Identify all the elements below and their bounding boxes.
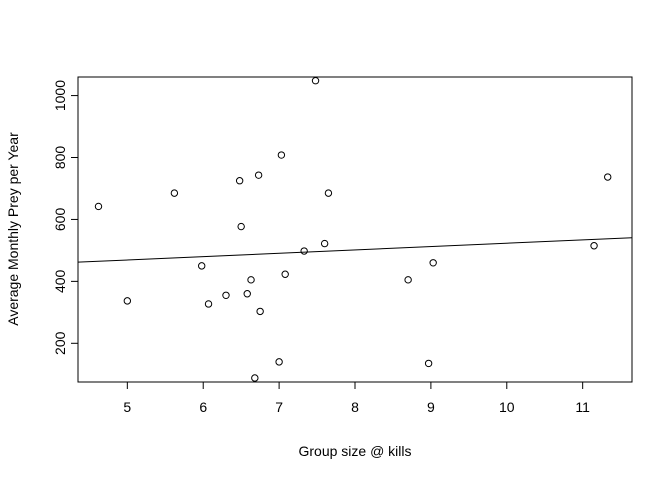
y-tick-label: 600 — [52, 208, 68, 232]
data-point — [243, 290, 251, 298]
data-point — [170, 189, 179, 197]
regression-line — [77, 237, 633, 263]
x-tick-label: 5 — [123, 399, 131, 415]
data-point — [254, 171, 263, 179]
data-point — [324, 189, 333, 197]
data-point — [204, 300, 213, 308]
data-point — [275, 358, 283, 366]
data-point — [281, 270, 289, 278]
y-axis: 200 400 600 800 1000 — [52, 80, 79, 355]
y-tick-label: 1000 — [52, 80, 68, 111]
data-point — [277, 151, 286, 159]
data-point — [247, 276, 255, 284]
data-point — [429, 259, 437, 267]
data-point — [424, 359, 433, 368]
y-tick-label: 800 — [52, 146, 68, 170]
x-tick-label: 11 — [575, 399, 590, 415]
data-point — [94, 202, 103, 211]
data-point — [237, 222, 245, 231]
data-point — [123, 297, 132, 305]
plot-box — [77, 76, 633, 383]
x-tick-label: 9 — [427, 399, 435, 415]
data-point — [251, 374, 259, 382]
data-point — [300, 247, 308, 255]
data-point — [404, 276, 412, 284]
data-point — [198, 262, 206, 270]
x-axis-title: Group size @ kills — [298, 443, 411, 459]
data-point — [311, 77, 320, 85]
data-point — [320, 239, 329, 248]
data-point — [235, 177, 244, 185]
x-tick-label: 7 — [275, 399, 283, 415]
data-point — [222, 291, 230, 299]
y-tick-label: 200 — [52, 331, 68, 355]
y-tick-label: 400 — [52, 269, 68, 293]
data-point — [256, 307, 264, 316]
data-point — [590, 242, 598, 250]
data-point — [604, 173, 612, 181]
y-axis-title: Average Monthly Prey per Year — [5, 132, 21, 326]
x-tick-label: 10 — [499, 399, 515, 415]
x-tick-label: 6 — [199, 399, 207, 415]
x-axis: 5 6 7 8 9 10 11 — [123, 381, 590, 415]
x-tick-label: 8 — [351, 399, 359, 415]
data-points — [94, 77, 612, 382]
